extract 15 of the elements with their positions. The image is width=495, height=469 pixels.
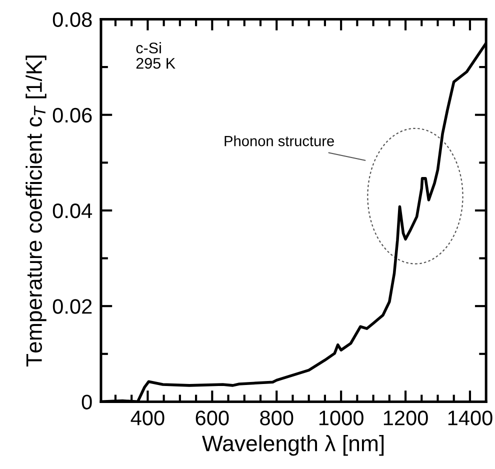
annotation: Phonon structure [224,136,334,146]
x-tick-label: 1400 [448,410,492,426]
y-axis-title: Temperature coefficient c$_{T}$ [1/K] [26,56,46,367]
x-tick-label: 1200 [384,410,428,426]
x-tick-label: 800 [260,410,294,426]
y-tick-label: 0.02 [52,299,92,314]
x-tick-label: 600 [196,410,229,426]
y-tick-label: 0.06 [52,108,92,123]
x-tick-label: 400 [130,410,164,426]
y-tick-label: 0.04 [52,203,92,218]
y-tick-label: 0 [82,394,92,410]
x-axis-title: Wavelength λ [nm] [202,435,384,456]
x-tick-label: 1000 [319,410,364,426]
y-tick-label: 0.08 [52,12,92,27]
annotation: c-Si 295 K [136,42,176,69]
